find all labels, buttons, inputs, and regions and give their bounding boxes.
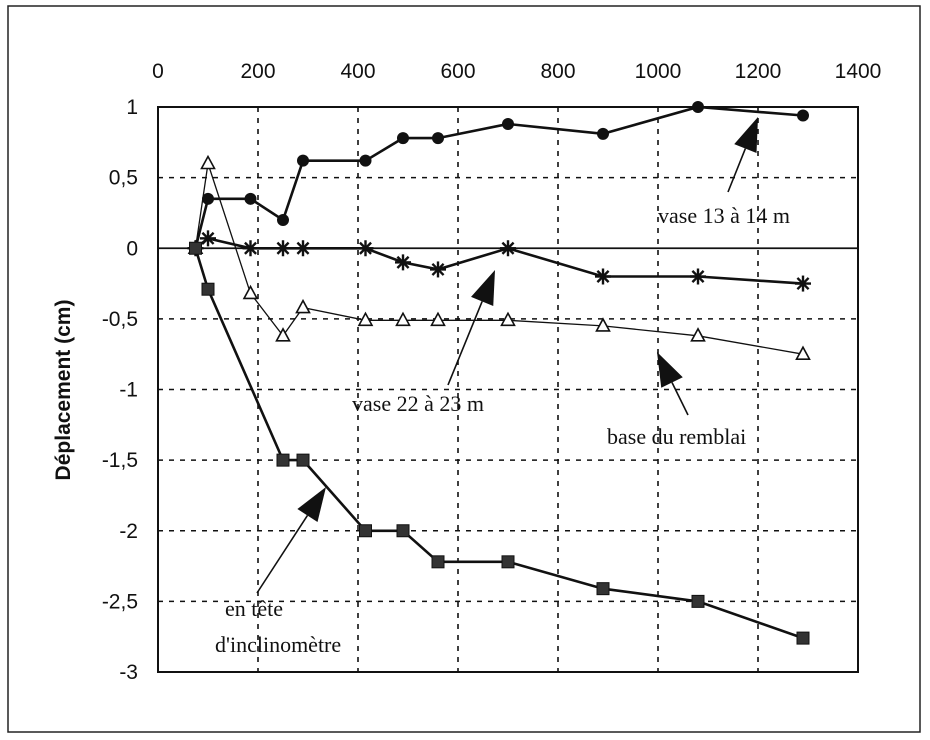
data-point bbox=[275, 240, 291, 257]
y-axis-label: Déplacement (cm) bbox=[52, 300, 75, 481]
data-point bbox=[795, 275, 811, 292]
annotation-en-tete-line2: d'inclinomètre bbox=[215, 632, 341, 657]
data-point bbox=[200, 154, 216, 170]
figure-frame bbox=[7, 5, 921, 733]
y-tick-label: -2 bbox=[119, 520, 138, 543]
data-point bbox=[242, 240, 259, 257]
annotation-vase-13-14: vase 13 à 14 m bbox=[658, 203, 790, 228]
data-point bbox=[297, 154, 309, 167]
series-1 bbox=[187, 230, 811, 292]
grid bbox=[158, 107, 858, 672]
data-point bbox=[395, 311, 411, 327]
data-point bbox=[242, 284, 259, 300]
data-point bbox=[432, 132, 444, 145]
data-point bbox=[500, 311, 516, 327]
data-point bbox=[275, 327, 291, 342]
data-point bbox=[296, 453, 310, 467]
data-point bbox=[357, 240, 374, 257]
y-tick-label: -0,5 bbox=[102, 308, 138, 331]
y-tick-label: -2,5 bbox=[102, 590, 138, 613]
data-point bbox=[397, 132, 409, 145]
arrow-base-du-remblai bbox=[657, 352, 689, 416]
data-point bbox=[596, 582, 610, 596]
data-point bbox=[691, 594, 705, 608]
data-point bbox=[690, 327, 706, 342]
data-point bbox=[690, 268, 706, 285]
y-tick-label: -1 bbox=[119, 379, 138, 402]
y-tick-labels: 1 0,5 0 -0,5 -1 -1,5 -2 -2,5 -3 bbox=[102, 96, 138, 684]
data-point bbox=[295, 240, 311, 257]
data-point bbox=[502, 117, 514, 130]
data-point bbox=[796, 631, 810, 645]
data-point bbox=[595, 268, 611, 285]
data-point bbox=[201, 282, 215, 296]
data-point bbox=[430, 311, 446, 327]
arrow-en-tete bbox=[256, 487, 326, 594]
data-point bbox=[430, 261, 446, 278]
data-point bbox=[357, 311, 374, 327]
data-point bbox=[200, 230, 216, 247]
data-point bbox=[202, 192, 214, 205]
annotation-vase-22-23: vase 22 à 23 m bbox=[352, 391, 484, 416]
annotation-arrows bbox=[256, 117, 758, 594]
x-tick-label: 1000 bbox=[635, 60, 682, 83]
x-tick-labels: 0 200 400 600 800 1000 1200 1400 bbox=[152, 60, 881, 83]
series-2 bbox=[187, 154, 811, 360]
y-tick-label: -3 bbox=[119, 661, 138, 684]
series-line bbox=[194, 236, 804, 285]
x-tick-label: 800 bbox=[540, 60, 575, 83]
y-tick-label: 1 bbox=[126, 96, 138, 119]
series-group bbox=[187, 101, 811, 645]
x-tick-label: 0 bbox=[152, 60, 164, 83]
data-point bbox=[692, 101, 704, 113]
data-point bbox=[244, 192, 257, 205]
x-tick-label: 200 bbox=[240, 60, 275, 83]
data-point bbox=[276, 453, 290, 467]
data-point bbox=[295, 298, 311, 314]
x-tick-label: 400 bbox=[340, 60, 375, 83]
data-point bbox=[501, 555, 515, 569]
series-line bbox=[194, 163, 804, 355]
data-point bbox=[395, 254, 411, 271]
arrow-vase-22-23 bbox=[447, 270, 495, 386]
data-point bbox=[795, 345, 811, 360]
data-point bbox=[597, 127, 609, 140]
annotation-en-tete-line1: en tête bbox=[225, 596, 283, 621]
data-point bbox=[500, 240, 516, 257]
data-point bbox=[595, 317, 611, 332]
data-point bbox=[359, 154, 372, 167]
series-line bbox=[194, 105, 804, 249]
data-point bbox=[797, 109, 809, 122]
data-point bbox=[359, 524, 372, 538]
annotation-base-du-remblai: base du remblai bbox=[607, 424, 746, 449]
x-tick-label: 1400 bbox=[835, 60, 882, 83]
data-point bbox=[189, 241, 202, 255]
data-point bbox=[396, 524, 410, 538]
data-point bbox=[431, 555, 445, 569]
y-tick-label: 0,5 bbox=[109, 167, 138, 190]
x-tick-label: 1200 bbox=[735, 60, 782, 83]
data-point bbox=[277, 214, 289, 226]
x-tick-label: 600 bbox=[440, 60, 475, 83]
series-3 bbox=[189, 241, 810, 645]
y-tick-label: -1,5 bbox=[102, 449, 138, 472]
arrow-vase-13-14 bbox=[727, 117, 758, 193]
y-tick-label: 0 bbox=[126, 237, 138, 260]
